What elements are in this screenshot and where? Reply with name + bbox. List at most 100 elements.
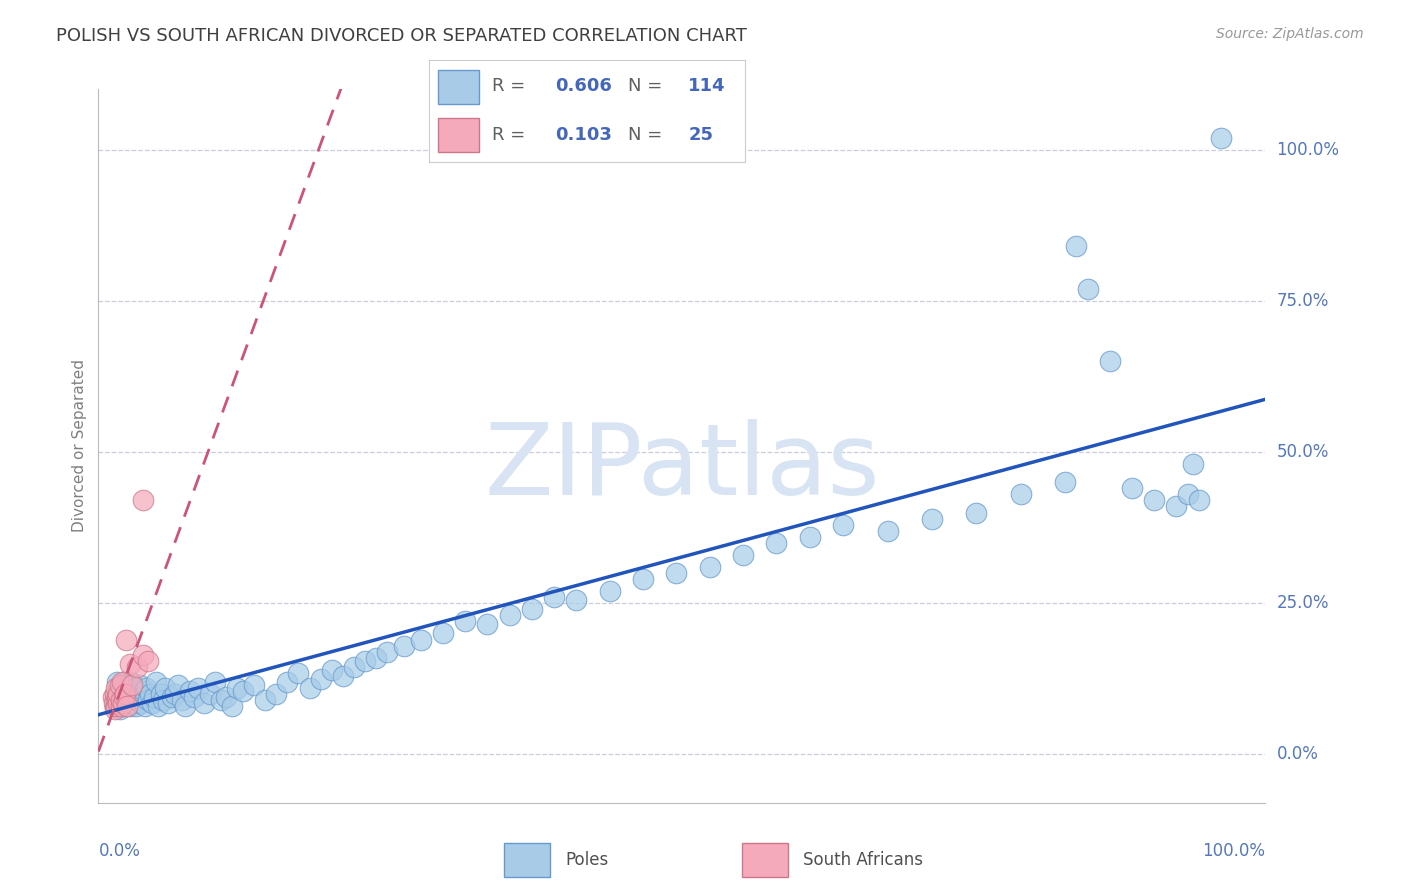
Point <box>799 530 821 544</box>
Point <box>1182 457 1205 471</box>
Point <box>1077 282 1099 296</box>
Point <box>110 684 132 698</box>
Point <box>321 663 343 677</box>
Point <box>122 696 145 710</box>
Point <box>118 690 141 704</box>
Point <box>160 690 183 704</box>
Point <box>110 699 132 714</box>
Point <box>105 693 128 707</box>
Point <box>1188 493 1211 508</box>
Point <box>1177 487 1199 501</box>
Point <box>125 699 148 714</box>
Point <box>165 687 187 701</box>
Point <box>104 702 127 716</box>
Point <box>204 674 226 689</box>
Point <box>520 602 543 616</box>
Point <box>1098 354 1121 368</box>
Y-axis label: Divorced or Separated: Divorced or Separated <box>72 359 87 533</box>
Text: N =: N = <box>628 126 662 144</box>
Point <box>111 693 134 707</box>
Point <box>152 693 174 707</box>
Point <box>110 699 132 714</box>
Point <box>118 699 141 714</box>
Point <box>167 678 190 692</box>
Point <box>1054 475 1077 490</box>
Point <box>264 687 287 701</box>
Text: 0.0%: 0.0% <box>1277 746 1319 764</box>
Point <box>112 696 135 710</box>
Point <box>132 684 155 698</box>
Point <box>132 493 155 508</box>
Point <box>187 681 209 695</box>
Point <box>111 696 134 710</box>
Point <box>111 674 134 689</box>
Point <box>107 696 129 710</box>
Point <box>132 690 155 704</box>
Text: Poles: Poles <box>565 851 609 869</box>
Point <box>117 687 139 701</box>
Point <box>287 665 309 680</box>
Text: ZIPatlas: ZIPatlas <box>484 419 880 516</box>
Point <box>118 657 141 671</box>
Point <box>170 693 193 707</box>
Text: 0.0%: 0.0% <box>98 842 141 860</box>
Point <box>254 693 277 707</box>
Point <box>138 654 160 668</box>
Text: R =: R = <box>492 126 526 144</box>
Point <box>343 659 366 673</box>
Point <box>110 693 132 707</box>
Point <box>135 681 157 695</box>
Text: 100.0%: 100.0% <box>1277 141 1340 159</box>
Point <box>115 632 138 647</box>
Point <box>149 687 172 701</box>
Text: N =: N = <box>628 78 662 95</box>
Point <box>699 560 721 574</box>
Text: 25.0%: 25.0% <box>1277 594 1329 612</box>
Point <box>107 687 129 701</box>
Point <box>117 678 139 692</box>
Point <box>138 687 160 701</box>
Point <box>103 696 125 710</box>
Point <box>157 696 180 710</box>
Point <box>111 696 134 710</box>
Text: 114: 114 <box>689 78 725 95</box>
Point <box>143 690 166 704</box>
Point <box>105 699 128 714</box>
Point <box>876 524 898 538</box>
Point <box>104 699 127 714</box>
Point <box>477 617 499 632</box>
Point <box>112 674 135 689</box>
Point <box>111 678 134 692</box>
Point <box>138 693 160 707</box>
Point <box>298 681 321 695</box>
Point <box>110 690 132 704</box>
Point <box>114 699 136 714</box>
Point <box>309 672 332 686</box>
Text: South Africans: South Africans <box>803 851 924 869</box>
Text: 100.0%: 100.0% <box>1202 842 1265 860</box>
Point <box>183 690 205 704</box>
Point <box>1143 493 1166 508</box>
Point <box>114 690 136 704</box>
Point <box>134 699 156 714</box>
Point <box>105 681 128 695</box>
Point <box>104 696 127 710</box>
Point <box>392 639 415 653</box>
Point <box>114 687 136 701</box>
Point <box>121 693 143 707</box>
Point <box>1121 481 1143 495</box>
Point <box>107 696 129 710</box>
Text: 75.0%: 75.0% <box>1277 292 1329 310</box>
Text: Source: ZipAtlas.com: Source: ZipAtlas.com <box>1216 27 1364 41</box>
FancyBboxPatch shape <box>505 843 550 877</box>
Point <box>221 699 243 714</box>
Point <box>179 684 201 698</box>
Point <box>128 678 150 692</box>
Point <box>117 696 139 710</box>
Point <box>765 535 787 549</box>
Point <box>432 626 454 640</box>
Point <box>127 659 149 673</box>
Text: 25: 25 <box>689 126 713 144</box>
Point <box>243 678 266 692</box>
Point <box>121 678 143 692</box>
